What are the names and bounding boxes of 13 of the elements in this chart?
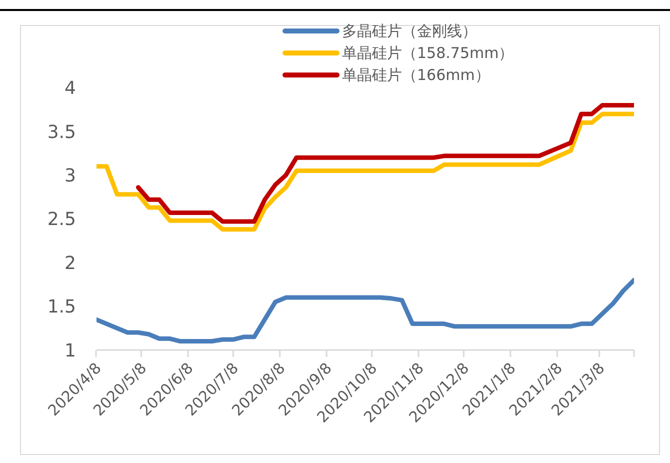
y-tick-label: 4	[64, 78, 76, 100]
y-tick-label: 2	[64, 252, 76, 274]
line-series	[136, 102, 634, 224]
y-tick-label: 1.5	[47, 296, 76, 318]
legend-label: 单晶硅片（158.75mm）	[342, 43, 514, 64]
legend-label: 单晶硅片（166mm）	[342, 65, 490, 86]
y-tick-label: 2.5	[47, 209, 76, 230]
legend-label: 多晶硅片（金刚线）	[342, 21, 477, 42]
y-tick-label: 3.5	[47, 122, 76, 143]
line-series	[96, 112, 634, 232]
y-tick-label: 1	[64, 340, 76, 362]
y-tick-label: 3	[64, 166, 76, 187]
line-series	[96, 278, 634, 344]
